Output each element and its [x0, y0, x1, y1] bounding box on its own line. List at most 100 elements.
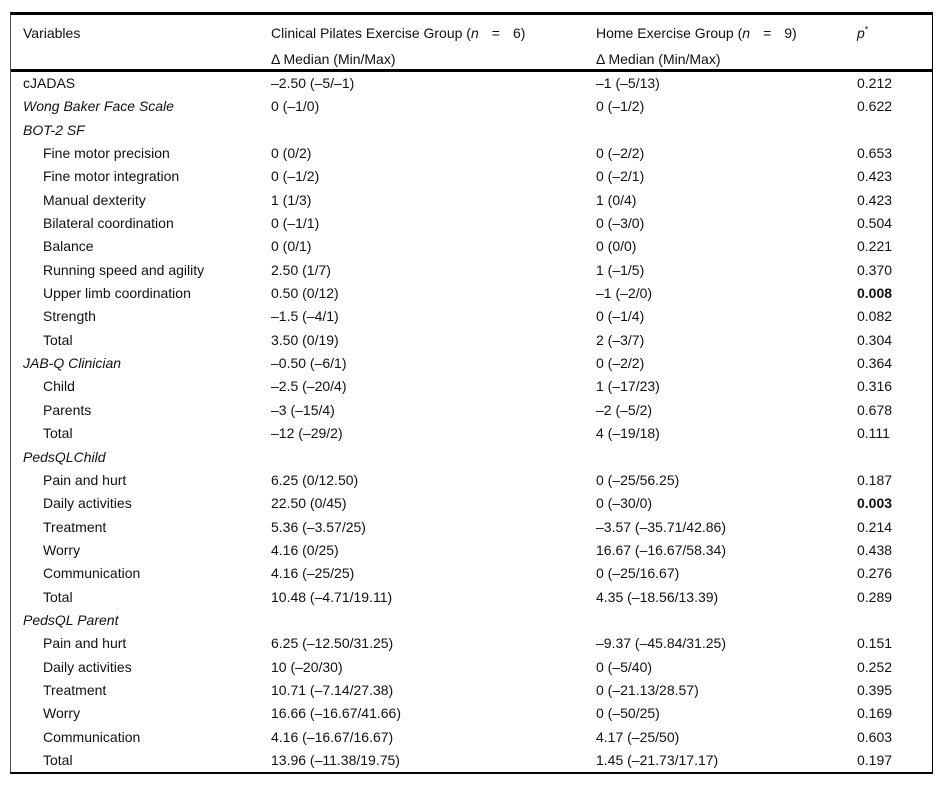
table-row: Worry 4.16 (0/25) 16.67 (–16.67/58.34) 0.43… — [11, 539, 932, 562]
pilates-group-cell: 10 (–20/30) — [271, 658, 343, 675]
table-row: Balance 0 (0/1) 0 (0/0) 0.221 — [11, 235, 932, 258]
p-value-cell: 0.395 — [857, 681, 893, 698]
variable-cell: Child — [43, 378, 75, 395]
p-value-cell: 0.212 — [857, 75, 893, 91]
p-value-cell: 0.423 — [857, 191, 893, 208]
pilates-group-cell: –2.5 (–20/4) — [271, 378, 347, 395]
variable-cell: Total — [43, 425, 73, 442]
p-value-cell: 0.438 — [857, 541, 893, 558]
variable-cell: JAB-Q Clinician — [23, 355, 122, 372]
table-row: Manual dexterity 1 (1/3) 1 (0/4) 0.423 — [11, 189, 932, 212]
variable-cell: Wong Baker Face Scale — [23, 98, 174, 115]
variable-cell: Upper limb coordination — [43, 285, 191, 302]
pilates-group-cell: 10.71 (–7.14/27.38) — [271, 681, 394, 698]
pilates-group-cell: –3 (–15/4) — [271, 401, 335, 418]
variable-cell: Treatment — [43, 681, 107, 698]
home-group-cell: 0 (–30/0) — [596, 495, 653, 512]
home-group-cell: 1.45 (–21.73/17.17) — [596, 751, 719, 768]
pilates-group-cell — [259, 609, 584, 632]
header-pilates-group: Clinical Pilates Exercise Group (n = 6) Δ … — [259, 15, 584, 69]
home-group-cell: 0 (–5/40) — [596, 658, 653, 675]
p-value-cell: 0.316 — [857, 378, 893, 395]
table-row: Parents –3 (–15/4) –2 (–5/2) 0.678 — [11, 399, 932, 422]
variable-cell: BOT-2 SF — [23, 121, 85, 138]
p-value-cell: 0.622 — [857, 98, 893, 115]
header-p-value: p* — [845, 15, 932, 69]
pilates-group-cell: 1 (1/3) — [271, 191, 312, 208]
p-value-cell: 0.370 — [857, 261, 893, 278]
home-group-cell: 1 (–17/23) — [596, 378, 660, 395]
table-row: Total 3.50 (0/19) 2 (–3/7) 0.304 — [11, 329, 932, 352]
home-group-cell: 0 (–1/4) — [596, 308, 645, 325]
table-row: cJADAS –2.50 (–5/–1) –1 (–5/13) 0.212 — [11, 72, 932, 95]
table-row: Wong Baker Face Scale 0 (–1/0) 0 (–1/2) 0.6… — [11, 95, 932, 118]
p-value-cell — [845, 446, 932, 469]
home-group-cell: 0 (–21.13/28.57) — [596, 681, 699, 698]
results-table: Variables Clinical Pilates Exercise Grou… — [10, 12, 933, 775]
pilates-group-cell: 10.48 (–4.71/19.11) — [271, 588, 393, 605]
variable-cell: cJADAS — [23, 75, 76, 91]
table-row: Daily activities 10 (–20/30) 0 (–5/40) 0.25… — [11, 656, 932, 679]
home-group-cell: 1 (–1/5) — [596, 261, 645, 278]
table-row: JAB-Q Clinician –0.50 (–6/1) 0 (–2/2) 0.364 — [11, 352, 932, 375]
pilates-group-cell: 6.25 (0/12.50) — [271, 471, 359, 488]
home-group-cell: 4.17 (–25/50) — [596, 728, 680, 745]
table-row: PedsQLChild — [11, 446, 932, 469]
table-row: Total 10.48 (–4.71/19.11) 4.35 (–18.56/13.… — [11, 586, 932, 609]
home-group-cell: –1 (–2/0) — [596, 285, 653, 302]
pilates-group-cell: –0.50 (–6/1) — [271, 355, 347, 372]
home-group-cell: –2 (–5/2) — [596, 401, 653, 418]
pilates-group-cell: 0.50 (0/12) — [271, 285, 339, 302]
table-row: Running speed and agility 2.50 (1/7) 1 (–1… — [11, 259, 932, 282]
home-group-cell: –3.57 (–35.71/42.86) — [596, 518, 726, 535]
home-group-cell: 2 (–3/7) — [596, 331, 645, 348]
variable-cell: Worry — [43, 705, 81, 722]
home-group-cell: 0 (–1/2) — [596, 98, 645, 115]
p-value-cell: 0.423 — [857, 168, 893, 185]
variable-cell: Treatment — [43, 518, 107, 535]
pilates-group-cell: 4.16 (0/25) — [271, 541, 339, 558]
pilates-group-cell: 4.16 (–25/25) — [271, 565, 355, 582]
p-value-cell: 0.008 — [857, 285, 893, 302]
pilates-group-cell: 0 (–1/1) — [271, 215, 320, 232]
p-symbol: p — [857, 25, 865, 41]
pilates-group-cell: 0 (0/1) — [271, 238, 312, 255]
p-value-cell: 0.603 — [857, 728, 893, 745]
pilates-group-cell: 22.50 (0/45) — [271, 495, 347, 512]
table-row: Daily activities 22.50 (0/45) 0 (–30/0) 0.0… — [11, 492, 932, 515]
pilates-group-cell: 0 (–1/0) — [271, 98, 320, 115]
p-asterisk: * — [864, 24, 869, 35]
variable-cell: Worry — [43, 541, 81, 558]
p-value-cell: 0.252 — [857, 658, 893, 675]
table-row: Communication 4.16 (–25/25) 0 (–25/16.67) 0… — [11, 562, 932, 585]
table-row: Treatment 5.36 (–3.57/25) –3.57 (–35.71/42… — [11, 516, 932, 539]
variable-cell: Bilateral coordination — [43, 215, 174, 232]
home-group-cell: –1 (–5/13) — [596, 75, 660, 91]
pilates-n-symbol: n — [470, 25, 479, 41]
p-value-cell: 0.504 — [857, 215, 893, 232]
pilates-group-cell: 2.50 (1/7) — [271, 261, 331, 278]
pilates-group-cell: 16.66 (–16.67/41.66) — [271, 705, 401, 722]
table-row: Total 13.96 (–11.38/19.75) 1.45 (–21.73/17… — [11, 749, 932, 772]
variable-cell: Total — [43, 751, 73, 768]
pilates-group-cell — [259, 446, 584, 469]
pilates-n-value: 6) — [512, 25, 526, 41]
pilates-group-cell: 4.16 (–16.67/16.67) — [271, 728, 394, 745]
home-delta-median-subheader: Δ Median (Min/Max) — [596, 51, 721, 67]
variable-cell: PedsQL Parent — [23, 611, 119, 628]
variable-cell: Parents — [43, 401, 92, 418]
table-row: Communication 4.16 (–16.67/16.67) 4.17 (–2… — [11, 726, 932, 749]
table-row: Total –12 (–29/2) 4 (–19/18) 0.111 — [11, 422, 932, 445]
variable-cell: Communication — [43, 565, 141, 582]
p-value-cell — [845, 119, 932, 142]
p-value-cell: 0.289 — [857, 588, 893, 605]
p-value-cell: 0.151 — [857, 635, 893, 652]
p-value-cell: 0.276 — [857, 565, 893, 582]
p-value-cell: 0.364 — [857, 355, 893, 372]
p-value-cell: 0.082 — [857, 308, 893, 325]
p-value-cell: 0.304 — [857, 331, 893, 348]
pilates-group-cell: 0 (0/2) — [271, 145, 312, 162]
home-group-title: Home Exercise Group ( — [596, 25, 743, 41]
table-row: Fine motor integration 0 (–1/2) 0 (–2/1) 0.… — [11, 165, 932, 188]
home-group-cell: 0 (–25/16.67) — [596, 565, 680, 582]
